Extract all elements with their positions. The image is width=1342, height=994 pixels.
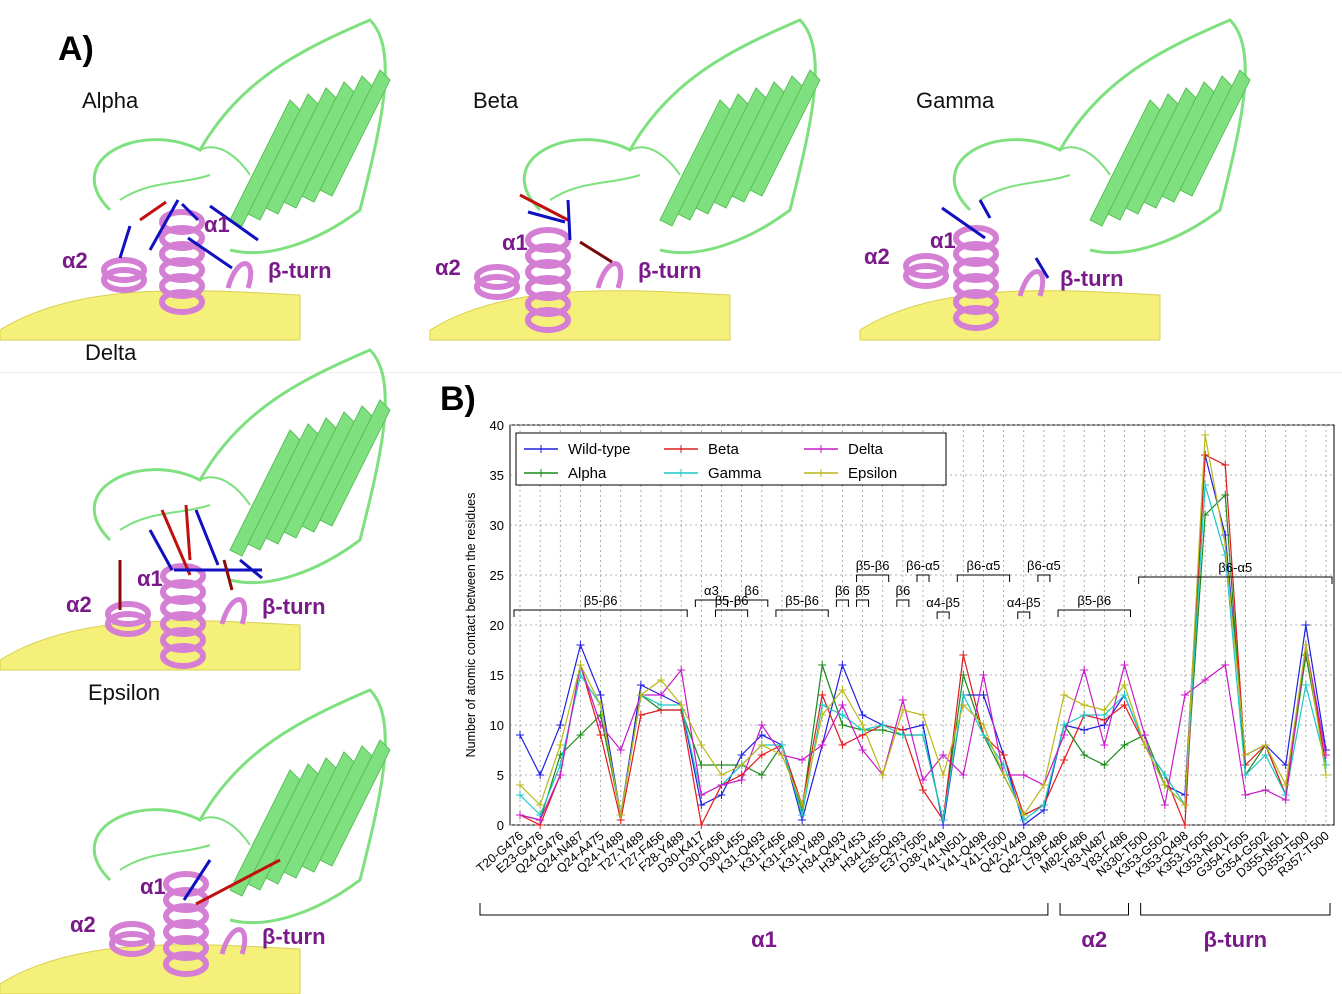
- panel-b-letter: B): [440, 380, 476, 418]
- secondary-structure-bracket: [735, 599, 769, 607]
- secondary-structure-bracket: [1017, 611, 1031, 619]
- secondary-structure-label: β6: [895, 583, 910, 598]
- secondary-structure-label: β5-β6: [715, 593, 749, 608]
- legend-label: Epsilon: [848, 465, 897, 482]
- secondary-structure-label: β6: [835, 583, 850, 598]
- region-group-bracket: [1059, 903, 1129, 916]
- legend-label: Delta: [848, 441, 884, 458]
- beta-alpha-1-label: α1: [502, 230, 528, 255]
- structure-title-delta: Delta: [85, 340, 137, 365]
- secondary-structure-bracket: [936, 611, 950, 619]
- structure-title-alpha: Alpha: [82, 88, 139, 113]
- legend-label: Alpha: [568, 465, 607, 482]
- secondary-structure-label: β5: [855, 583, 870, 598]
- secondary-structure-bracket: [1138, 576, 1333, 584]
- secondary-structure-label: β5-β6: [856, 558, 890, 573]
- secondary-structure-bracket: [1037, 574, 1051, 582]
- delta-alpha-2-label: α2: [66, 592, 92, 617]
- region-group-label: α1: [751, 927, 777, 952]
- secondary-structure-label: β6-α5: [1218, 560, 1252, 575]
- secondary-structure-bracket: [956, 574, 1011, 582]
- beta-alpha-2-label: α2: [435, 255, 461, 280]
- region-group-label: α2: [1081, 927, 1107, 952]
- alpha-beta-turn-label: β-turn: [268, 258, 332, 283]
- secondary-structure-bracket: [856, 599, 870, 607]
- secondary-structure-label: β6-α5: [967, 558, 1001, 573]
- epsilon-beta-turn-label: β-turn: [262, 924, 326, 949]
- region-group-label: β-turn: [1204, 927, 1268, 952]
- gamma-beta-turn-label: β-turn: [1060, 266, 1124, 291]
- secondary-structure-bracket: [896, 599, 910, 607]
- epsilon-alpha-2-label: α2: [70, 912, 96, 937]
- y-tick-label: 40: [490, 418, 504, 433]
- secondary-structure-label: β6: [744, 583, 759, 598]
- secondary-structure-label: β6-α5: [1027, 558, 1061, 573]
- legend-label: Wild-type: [568, 441, 631, 458]
- secondary-structure-bracket: [856, 574, 890, 582]
- structure-title-epsilon: Epsilon: [88, 680, 161, 705]
- y-tick-label: 15: [490, 668, 504, 683]
- gamma-alpha-2-label: α2: [864, 244, 890, 269]
- region-group-bracket: [479, 903, 1049, 916]
- structure-title-beta: Beta: [473, 88, 519, 113]
- y-tick-label: 20: [490, 618, 504, 633]
- y-tick-label: 5: [497, 768, 504, 783]
- legend-label: Beta: [708, 441, 740, 458]
- y-tick-label: 10: [490, 718, 504, 733]
- alpha-alpha-2-label: α2: [62, 248, 88, 273]
- epsilon-alpha-1-label: α1: [140, 874, 166, 899]
- panel-a-letter: A): [58, 30, 94, 68]
- delta-alpha-1-label: α1: [137, 566, 163, 591]
- secondary-structure-bracket: [1057, 609, 1131, 617]
- legend-label: Gamma: [708, 465, 762, 482]
- secondary-structure-label: α3: [704, 583, 719, 598]
- secondary-structure-bracket: [775, 609, 829, 617]
- secondary-structure-label: β5-β6: [584, 593, 618, 608]
- secondary-structure-bracket: [513, 609, 688, 617]
- secondary-structure-bracket: [694, 599, 728, 607]
- secondary-structure-label: α4-β5: [926, 595, 960, 610]
- structure-title-gamma: Gamma: [916, 88, 995, 113]
- beta-beta-turn-label: β-turn: [638, 258, 702, 283]
- secondary-structure-bracket: [835, 599, 849, 607]
- y-tick-label: 0: [497, 818, 504, 833]
- delta-beta-turn-label: β-turn: [262, 594, 326, 619]
- alpha-alpha-1-label: α1: [204, 212, 230, 237]
- secondary-structure-label: α4-β5: [1007, 595, 1041, 610]
- y-axis-label: Number of atomic contact between the res…: [464, 493, 478, 758]
- y-tick-label: 30: [490, 518, 504, 533]
- legend-box: [515, 432, 947, 486]
- secondary-structure-label: β6-α5: [906, 558, 940, 573]
- y-tick-label: 35: [490, 468, 504, 483]
- region-group-bracket: [1140, 903, 1331, 916]
- secondary-structure-bracket: [916, 574, 930, 582]
- secondary-structure-bracket: [715, 609, 749, 617]
- secondary-structure-label: β5-β6: [785, 593, 819, 608]
- secondary-structure-label: β5-β6: [1077, 593, 1111, 608]
- gamma-alpha-1-label: α1: [930, 228, 956, 253]
- panel-separator: [0, 372, 1342, 373]
- y-tick-label: 25: [490, 568, 504, 583]
